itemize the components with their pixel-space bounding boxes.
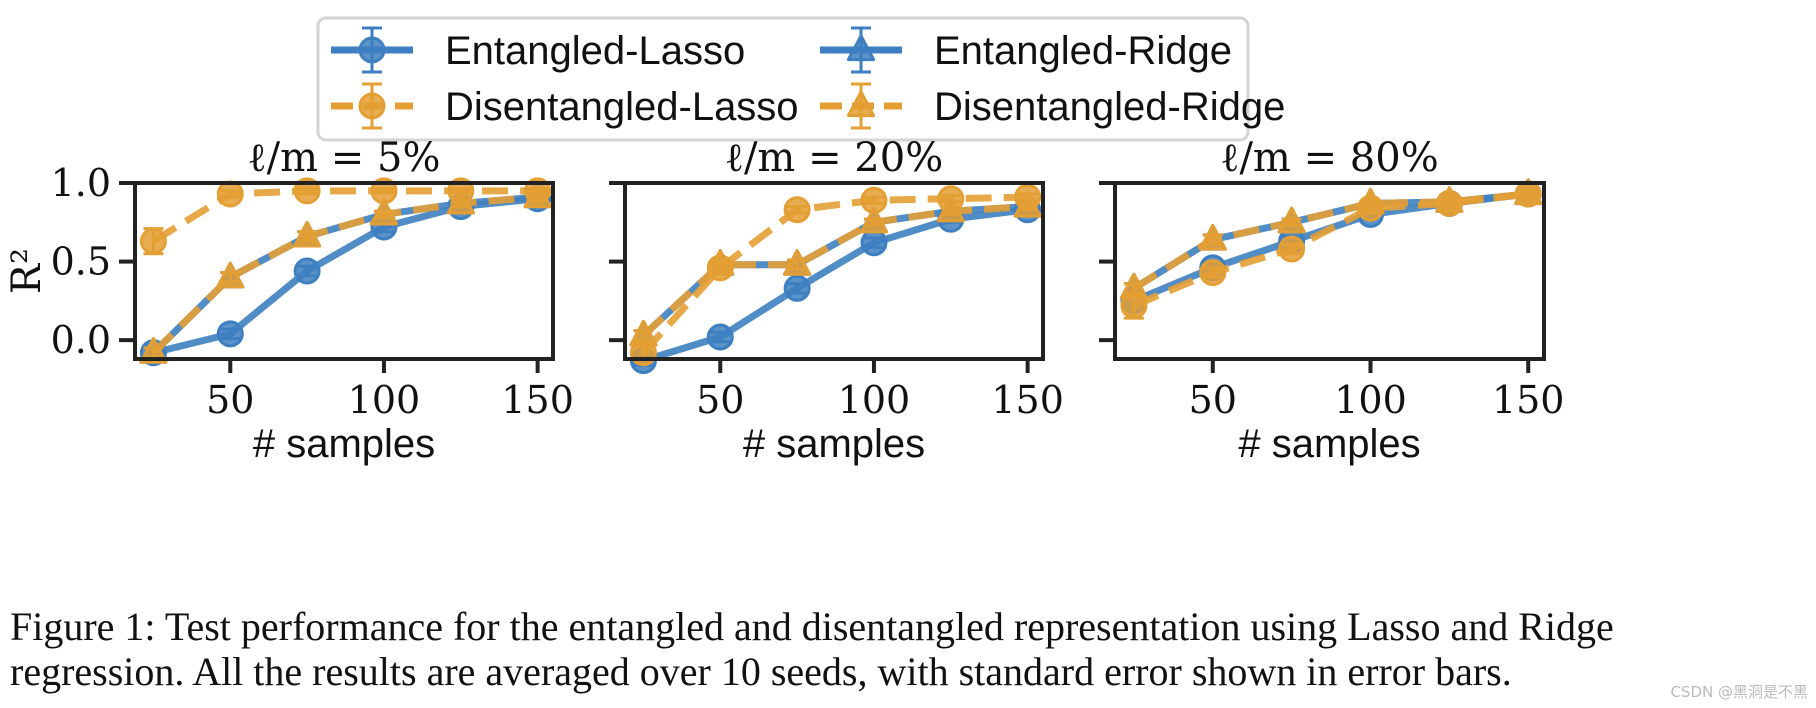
x-tick-label: 150: [1492, 378, 1565, 422]
caption-line-1: Figure 1: Test performance for the entan…: [10, 604, 1614, 649]
x-tick-label: 150: [501, 378, 574, 422]
x-tick-label: 150: [991, 378, 1064, 422]
series-line: [641, 203, 1028, 339]
series-line: [150, 193, 538, 356]
legend-label: Disentangled-Lasso: [445, 85, 799, 129]
series-line: [640, 193, 1028, 356]
x-tick-label: 50: [206, 378, 254, 422]
plot-frame: [133, 181, 555, 361]
legend: Entangled-Lasso Entangled-Ridge Disentangl…: [316, 16, 1285, 142]
series-disentangled-lasso: [139, 177, 552, 256]
data-point: [1356, 187, 1385, 215]
panel-2: ℓ/m = 20% 50 100 150 # samples: [609, 135, 1064, 466]
y-tick-label: 1.0: [51, 161, 111, 205]
legend-entry-entangled-lasso: Entangled-Lasso: [331, 26, 745, 74]
plot-frame: [1113, 181, 1546, 361]
data-point: [859, 206, 889, 234]
series-line: [150, 193, 538, 356]
legend-label: Entangled-Ridge: [934, 29, 1232, 73]
data-point: [1198, 223, 1227, 251]
figure-caption: Figure 1: Test performance for the entan…: [10, 604, 1810, 694]
data-point: [216, 320, 244, 348]
x-axis-label: # samples: [743, 422, 925, 466]
x-tick-label: 50: [696, 378, 744, 422]
legend-entry-disentangled-lasso: Disentangled-Lasso: [331, 82, 799, 130]
plot-frame: [623, 181, 1045, 361]
y-tick-label: 0.0: [51, 318, 111, 362]
legend-label: Entangled-Lasso: [445, 29, 745, 73]
data-point: [216, 180, 244, 208]
data-point: [706, 249, 735, 276]
chart-panels: ℓ/m = 5%1.00.50.050 100 150# samplesR²ℓ/m …: [4, 135, 1564, 466]
x-tick-label: 100: [348, 378, 421, 422]
x-axis-label: # samples: [1238, 422, 1420, 466]
series-line: [641, 203, 1028, 339]
data-point: [1013, 190, 1042, 218]
x-axis-label: # samples: [253, 422, 435, 466]
x-tick-label: 50: [1189, 378, 1237, 422]
series-disentangled-ridge: [1119, 178, 1543, 300]
panel-3: ℓ/m = 80% 50 100 150 # samples: [1099, 135, 1564, 466]
data-point: [139, 337, 168, 364]
legend-entry-entangled-ridge: Entangled-Ridge: [820, 26, 1232, 74]
data-point: [936, 195, 965, 223]
data-point: [369, 198, 399, 226]
x-tick-label: 100: [838, 378, 911, 422]
data-point: [1119, 272, 1149, 300]
data-point: [783, 274, 811, 302]
legend-box: [316, 16, 1250, 142]
data-point: [783, 196, 811, 224]
data-point: [1435, 186, 1464, 213]
legend-label: Disentangled-Ridge: [934, 85, 1285, 129]
data-point: [1277, 206, 1306, 234]
legend-marker: [846, 90, 876, 118]
legend-marker: [358, 36, 386, 64]
panel-1: ℓ/m = 5% 1.0 0.5 0.0 50 100 150 # samples R²: [4, 135, 574, 466]
data-point: [629, 319, 658, 347]
data-point: [783, 249, 812, 276]
watermark: CSDN @黑洞是不黑: [1670, 683, 1808, 701]
y-axis-label: R²: [4, 248, 50, 294]
series-disentangled-ridge: [629, 190, 1042, 347]
panel-title: ℓ/m = 5%: [248, 135, 441, 181]
x-tick-label: 100: [1334, 378, 1407, 422]
data-point: [706, 323, 734, 351]
data-point: [139, 227, 167, 255]
panel-title: ℓ/m = 80%: [1220, 135, 1438, 181]
legend-entry-disentangled-ridge: Disentangled-Ridge: [820, 82, 1285, 130]
caption-line-2: regression. All the results are averaged…: [10, 649, 1512, 694]
data-point: [523, 181, 552, 209]
legend-marker: [358, 92, 386, 120]
data-point: [1514, 178, 1543, 206]
data-point: [446, 187, 475, 215]
data-point: [1199, 259, 1227, 287]
series-entangled-lasso: [629, 196, 1042, 375]
data-point: [293, 220, 322, 248]
data-point: [860, 229, 888, 257]
panel-title: ℓ/m = 20%: [725, 135, 943, 181]
y-tick-label: 0.5: [51, 240, 111, 284]
data-point: [216, 261, 245, 289]
data-point: [293, 257, 321, 285]
series-line: [151, 187, 538, 245]
legend-marker: [846, 34, 876, 62]
data-point: [1278, 235, 1306, 263]
